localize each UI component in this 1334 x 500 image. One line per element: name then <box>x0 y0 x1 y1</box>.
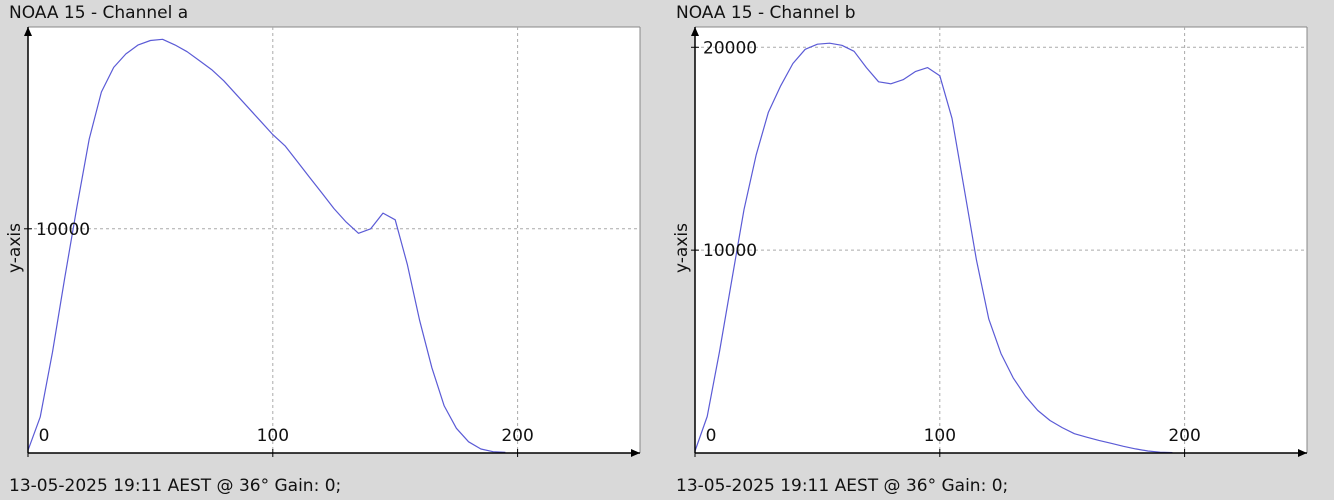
chart-b-series-line <box>694 42 1173 454</box>
chart-a-series-line <box>27 38 506 453</box>
chart-b-xtick-label-0: 0 <box>706 426 717 446</box>
chart-b-ytick-label-20000: 20000 <box>703 38 757 58</box>
chart-b-xtick-label-200: 200 <box>1168 426 1200 446</box>
chart-b-ytick-label-10000: 10000 <box>703 241 757 261</box>
chart-a-ytick-label-10000: 10000 <box>36 220 90 240</box>
chart-a-xtick-label-0: 0 <box>39 426 50 446</box>
chart-a-footer: 13-05-2025 19:11 AEST @ 36° Gain: 0; <box>9 476 342 496</box>
chart-a-xtick-label-100: 100 <box>257 426 289 446</box>
chart-a: 0 100 200 10000 <box>24 26 641 457</box>
chart-a-x-arrow <box>631 449 640 457</box>
chart-a-title: NOAA 15 - Channel a <box>9 3 189 23</box>
chart-b-title: NOAA 15 - Channel b <box>676 3 856 23</box>
chart-b-plot-area <box>695 27 1307 453</box>
chart-b: 0 100 200 10000 20000 <box>691 26 1308 457</box>
chart-b-footer: 13-05-2025 19:11 AEST @ 36° Gain: 0; <box>676 476 1009 496</box>
chart-a-y-arrow <box>24 27 32 36</box>
chart-b-xtick-label-100: 100 <box>924 426 956 446</box>
chart-a-xtick-label-200: 200 <box>501 426 533 446</box>
chart-a-plot-area <box>28 27 640 453</box>
chart-b-y-arrow <box>691 27 699 36</box>
chart-b-x-arrow <box>1298 449 1307 457</box>
